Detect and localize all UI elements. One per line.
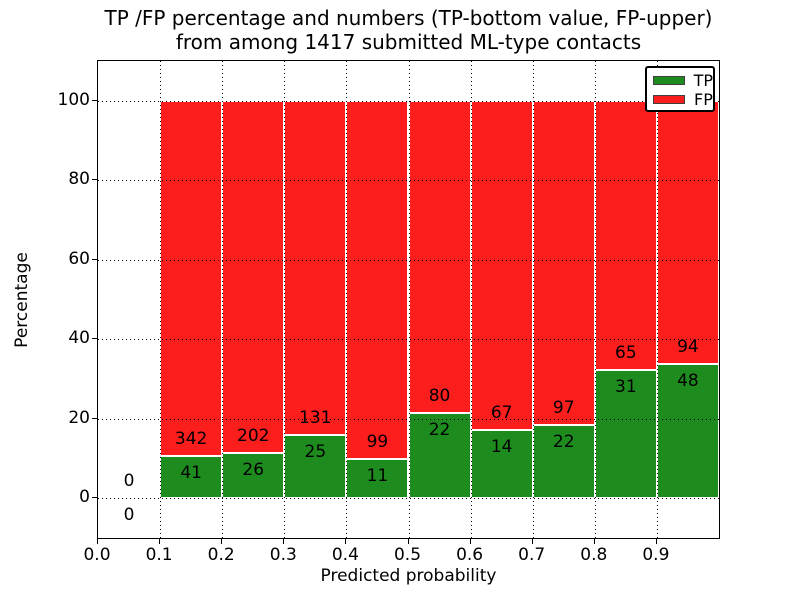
gridline-vertical <box>594 61 596 538</box>
x-tick-label: 0.3 <box>269 545 297 565</box>
gridline-vertical <box>160 61 162 538</box>
bar-label-tp-count: 48 <box>677 370 699 391</box>
bar-segment-tp <box>346 458 409 499</box>
gridline-vertical <box>408 61 410 538</box>
bar-segment-fp <box>284 100 347 435</box>
x-tick <box>159 539 161 544</box>
y-tick <box>92 338 97 340</box>
legend-label: TP <box>693 71 713 90</box>
x-tick-label: 0.5 <box>393 545 422 565</box>
x-tick <box>469 539 471 544</box>
x-tick <box>221 539 223 544</box>
x-tick-label: 0.9 <box>642 545 670 565</box>
bar-segment-fp <box>346 100 409 459</box>
bar-segment-tp <box>470 429 533 499</box>
y-tick <box>92 417 97 419</box>
bar-label-fp-count: 65 <box>615 342 637 363</box>
bar-label-fp-count: 67 <box>490 402 513 423</box>
chart-title-line-2: from among 1417 submitted ML-type contac… <box>175 30 642 54</box>
bar-label-tp-count: 26 <box>242 459 265 480</box>
bar-segment-fp <box>222 100 285 453</box>
y-axis-label: Percentage <box>12 252 32 348</box>
y-tick <box>92 179 97 181</box>
gridline-vertical <box>656 61 658 538</box>
bar-label-tp-count: 22 <box>428 419 451 440</box>
x-axis-label: Predicted probability <box>320 566 497 586</box>
bar-label-tp-count: 22 <box>552 431 575 452</box>
gridline-vertical <box>284 61 286 538</box>
x-tick-label: 0.4 <box>331 545 359 565</box>
x-tick-label: 0.1 <box>145 545 173 565</box>
bar-segment-fp <box>594 100 657 370</box>
bar-segment-tp <box>160 455 223 499</box>
x-tick <box>655 539 657 544</box>
y-tick-label: 40 <box>68 328 90 349</box>
bar-label-tp-count: 11 <box>366 465 389 486</box>
y-tick <box>92 497 97 499</box>
bar-label-tp-count: 14 <box>490 436 513 457</box>
bar-segment-tp <box>594 369 657 499</box>
gridline-vertical <box>532 61 534 538</box>
chart-title: TP /FP percentage and numbers (TP-bottom… <box>97 6 720 54</box>
bar-label-fp-count: 80 <box>428 385 451 406</box>
gridline-vertical <box>222 61 224 538</box>
bar-segment-fp <box>160 100 223 456</box>
legend: TP FP <box>645 66 715 112</box>
legend-label: FP <box>694 90 713 109</box>
bar-label-tp-count: 0 <box>123 505 135 526</box>
bar-label-fp-count: 0 <box>123 471 135 492</box>
legend-swatch-fp-icon <box>653 95 685 104</box>
y-tick <box>92 99 97 101</box>
bar-label-tp-count: 25 <box>304 441 327 462</box>
plot-area: 0 0 342 41 202 26 131 25 99 11 80 22 67 14 97 22 65 31 94 4… <box>97 60 720 539</box>
chart-title-line-1: TP /FP percentage and numbers (TP-bottom… <box>104 6 713 30</box>
legend-item: TP <box>647 71 713 90</box>
x-tick-label: 0.2 <box>207 545 235 565</box>
bar-segment-fp <box>532 100 595 425</box>
y-tick-label: 60 <box>68 248 90 269</box>
bar-segment-fp <box>470 100 533 430</box>
bar-label-fp-count: 94 <box>677 336 699 357</box>
bar-label-fp-count: 342 <box>174 428 208 449</box>
y-tick-label: 100 <box>57 89 90 110</box>
x-tick <box>345 539 347 544</box>
x-tick <box>531 539 533 544</box>
x-tick-label: 0.0 <box>83 545 111 565</box>
gridline-vertical <box>470 61 472 538</box>
bar-segment-fp <box>408 100 471 413</box>
bar-label-fp-count: 131 <box>299 407 332 428</box>
y-tick <box>92 258 97 260</box>
legend-swatch-tp-icon <box>653 76 685 85</box>
legend-item: FP <box>647 90 713 109</box>
bar-segment-tp <box>222 452 285 499</box>
x-tick-label: 0.7 <box>518 545 546 565</box>
bar-segment-fp <box>656 100 719 364</box>
y-tick-label: 0 <box>79 487 90 508</box>
bar-label-tp-count: 41 <box>180 462 202 483</box>
bar-label-fp-count: 202 <box>237 425 270 446</box>
x-tick <box>593 539 595 544</box>
bar-label-fp-count: 99 <box>366 431 389 452</box>
y-tick-label: 80 <box>68 169 90 190</box>
x-tick <box>407 539 409 544</box>
bar-label-fp-count: 97 <box>552 397 575 418</box>
x-tick <box>97 539 98 544</box>
y-tick-label: 20 <box>68 407 90 428</box>
gridline-vertical <box>346 61 348 538</box>
x-tick-label: 0.8 <box>580 545 608 565</box>
bar-label-tp-count: 31 <box>615 376 637 397</box>
x-tick-label: 0.6 <box>456 545 484 565</box>
x-tick <box>283 539 285 544</box>
